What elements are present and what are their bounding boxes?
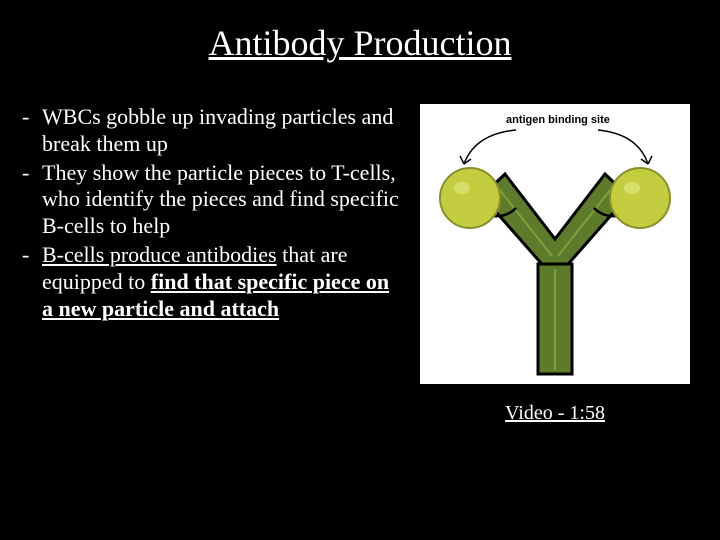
highlight-icon bbox=[454, 182, 470, 194]
list-item: B-cells produce antibodies that are equi… bbox=[20, 242, 400, 322]
right-column: antigen binding site bbox=[400, 104, 700, 425]
antibody-diagram: antigen binding site bbox=[420, 104, 690, 384]
bullet-text: WBCs gobble up invading particles and br… bbox=[42, 104, 393, 156]
diagram-label: antigen binding site bbox=[506, 114, 610, 126]
bullet-list: WBCs gobble up invading particles and br… bbox=[20, 104, 400, 425]
antibody-svg bbox=[420, 104, 690, 384]
bullet-bold-prefix: B-cells produce antibodies bbox=[42, 242, 277, 267]
arrow-left-icon bbox=[460, 130, 516, 164]
page-title: Antibody Production bbox=[0, 0, 720, 64]
highlight-icon bbox=[624, 182, 640, 194]
list-item: They show the particle pieces to T-cells… bbox=[20, 160, 400, 240]
antigen-left-icon bbox=[440, 168, 500, 228]
antibody-body-icon bbox=[482, 174, 628, 374]
antigen-right-icon bbox=[610, 168, 670, 228]
video-link[interactable]: Video - 1:58 bbox=[505, 402, 605, 425]
list-item: WBCs gobble up invading particles and br… bbox=[20, 104, 400, 158]
content-row: WBCs gobble up invading particles and br… bbox=[0, 64, 720, 425]
bullet-text: They show the particle pieces to T-cells… bbox=[42, 160, 399, 239]
arrow-right-icon bbox=[598, 130, 652, 164]
